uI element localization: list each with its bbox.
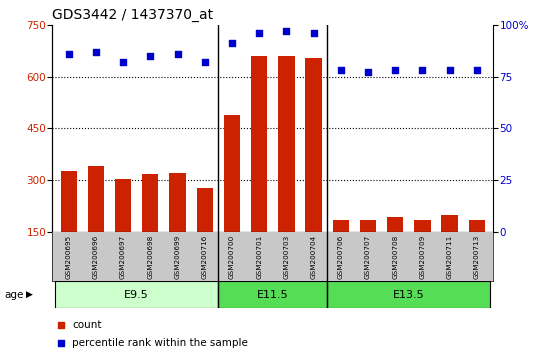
Text: count: count — [72, 320, 102, 330]
Text: GSM200716: GSM200716 — [202, 234, 208, 279]
Point — [445, 68, 454, 73]
Text: GSM200695: GSM200695 — [66, 234, 72, 279]
Point — [336, 68, 345, 73]
Text: GSM200706: GSM200706 — [338, 234, 344, 279]
Point — [173, 51, 182, 57]
Point — [57, 340, 66, 346]
Text: age: age — [4, 290, 24, 299]
Text: GSM200708: GSM200708 — [392, 234, 398, 279]
Point — [91, 49, 100, 55]
Point — [391, 68, 399, 73]
Text: GSM200697: GSM200697 — [120, 234, 126, 279]
Text: GDS3442 / 1437370_at: GDS3442 / 1437370_at — [52, 8, 213, 22]
Point — [364, 70, 372, 75]
FancyBboxPatch shape — [55, 281, 218, 308]
Text: E13.5: E13.5 — [393, 290, 425, 300]
Bar — [387, 217, 403, 232]
Text: GSM200696: GSM200696 — [93, 234, 99, 279]
Bar — [441, 215, 458, 232]
FancyBboxPatch shape — [327, 281, 490, 308]
Bar — [251, 56, 267, 232]
Point — [146, 53, 155, 59]
Bar — [115, 179, 131, 232]
Point — [282, 28, 291, 34]
Text: GSM200713: GSM200713 — [474, 234, 480, 279]
Text: E9.5: E9.5 — [125, 290, 149, 300]
Bar — [169, 172, 186, 232]
Text: GSM200700: GSM200700 — [229, 234, 235, 279]
Point — [309, 30, 318, 36]
Text: GSM200698: GSM200698 — [147, 234, 153, 279]
Bar — [88, 166, 104, 232]
Text: ▶: ▶ — [26, 290, 33, 299]
Text: GSM200703: GSM200703 — [283, 234, 289, 279]
Text: GSM200704: GSM200704 — [311, 234, 317, 279]
Point — [57, 322, 66, 327]
Bar — [197, 188, 213, 232]
Point — [255, 30, 263, 36]
Bar — [224, 115, 240, 232]
Bar — [333, 220, 349, 232]
Point — [118, 59, 127, 65]
FancyBboxPatch shape — [218, 281, 327, 308]
Bar — [142, 174, 159, 232]
Bar — [414, 220, 430, 232]
Bar — [360, 220, 376, 232]
Point — [418, 68, 427, 73]
Point — [472, 68, 481, 73]
Text: GSM200707: GSM200707 — [365, 234, 371, 279]
Bar — [305, 58, 322, 232]
Text: percentile rank within the sample: percentile rank within the sample — [72, 338, 248, 348]
Bar — [61, 171, 77, 232]
Text: E11.5: E11.5 — [257, 290, 289, 300]
Bar — [278, 56, 295, 232]
Point — [228, 41, 236, 46]
Text: GSM200701: GSM200701 — [256, 234, 262, 279]
Bar — [469, 220, 485, 232]
Point — [64, 51, 73, 57]
Text: GSM200699: GSM200699 — [175, 234, 181, 279]
Text: GSM200711: GSM200711 — [447, 234, 452, 279]
Point — [201, 59, 209, 65]
Text: GSM200709: GSM200709 — [419, 234, 425, 279]
